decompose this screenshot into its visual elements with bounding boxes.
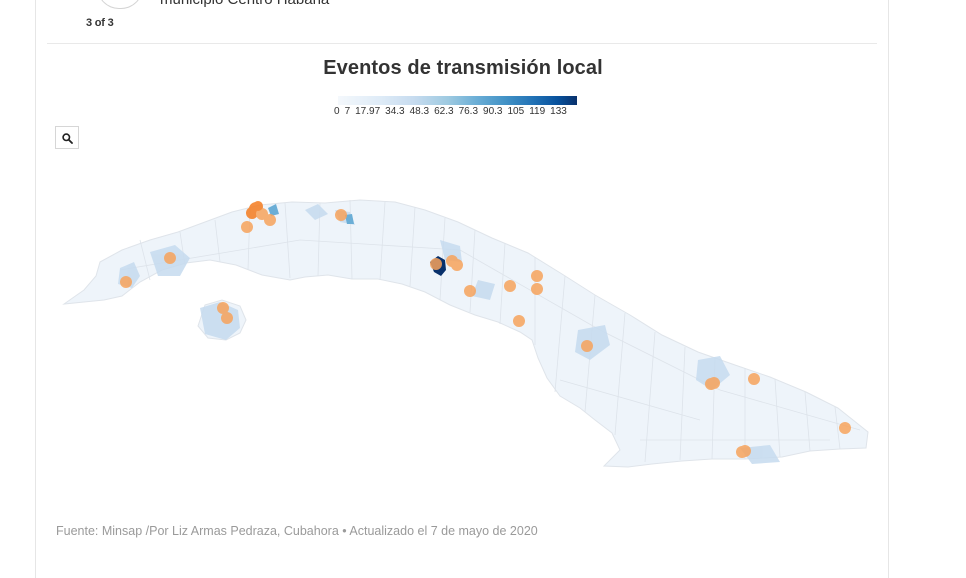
legend-tick: 105 [507, 106, 525, 117]
search-icon [62, 133, 73, 144]
legend-tick: 48.3 [409, 106, 430, 117]
case-markers [120, 201, 851, 458]
divider [47, 43, 877, 44]
color-legend-ticks: 0 7 17.97 34.3 48.3 62.3 76.3 90.3 105 119 133 [334, 106, 572, 117]
legend-tick: 133 [550, 106, 567, 117]
legend-tick: 0 [334, 106, 340, 117]
zoom-search-button[interactable] [55, 126, 79, 149]
legend-tick: 17.97 [355, 106, 381, 117]
legend-tick: 62.3 [434, 106, 454, 117]
legend-tick: 90.3 [483, 106, 503, 117]
source-note: Fuente: Minsap /Por Liz Armas Pedraza, C… [56, 524, 538, 538]
legend-tick: 119 [529, 106, 546, 117]
country-shape [62, 199, 869, 468]
map-title: Eventos de transmisión local [323, 57, 603, 79]
legend-tick: 7 [344, 106, 351, 117]
color-legend-bar [338, 96, 577, 105]
legend-tick: 76.3 [458, 106, 479, 117]
legend-tick: 34.3 [385, 106, 405, 117]
pager-label: 3 of 3 [86, 17, 114, 29]
cuba-island [62, 199, 869, 468]
previous-item-label: municipio Centro Habana [160, 0, 329, 8]
